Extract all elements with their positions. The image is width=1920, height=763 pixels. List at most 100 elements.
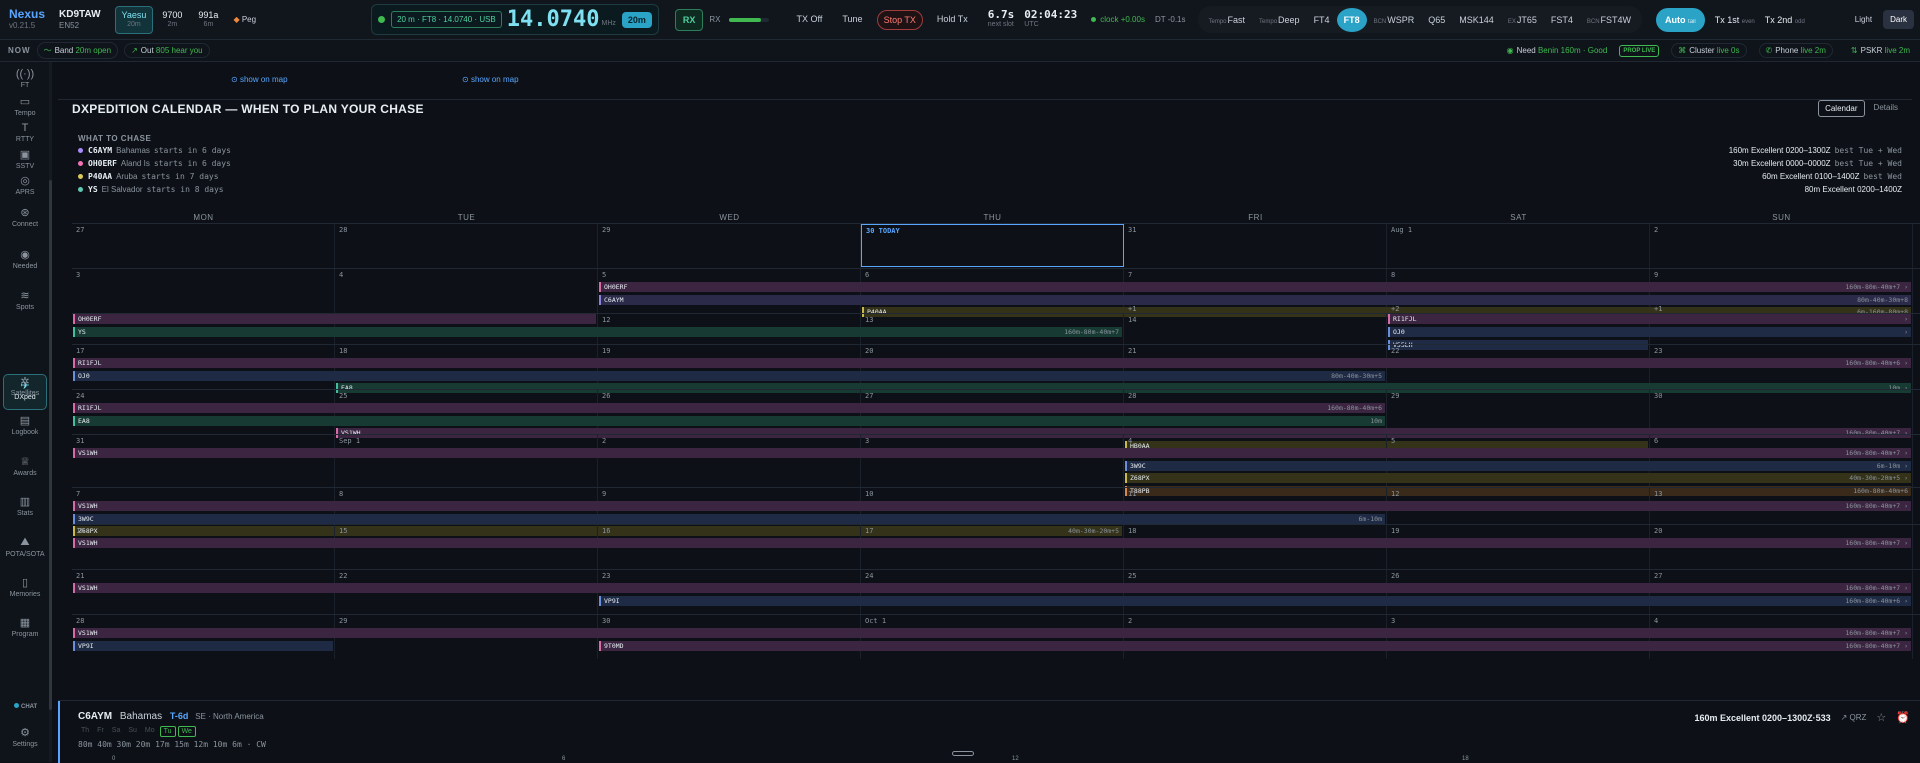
mode-jt65-button[interactable]: EXJT65 bbox=[1501, 11, 1544, 29]
mode-fast-button[interactable]: TempoFast bbox=[1202, 11, 1253, 29]
show-on-map-link[interactable]: ⊙ show on map bbox=[231, 75, 288, 84]
day-cell[interactable]: 6 bbox=[1650, 435, 1913, 487]
day-cell[interactable]: 28 bbox=[1124, 390, 1387, 434]
tx-2nd-button[interactable]: Tx 2nd odd bbox=[1765, 15, 1805, 25]
dxpedition-bar[interactable]: OJ0 › bbox=[1388, 327, 1911, 337]
calendar-view-button[interactable]: Calendar bbox=[1818, 100, 1865, 117]
sidebar-item-ft[interactable]: ((·)) FT bbox=[3, 68, 47, 89]
scrollbar[interactable] bbox=[49, 62, 52, 762]
mode-ft4-button[interactable]: FT4 bbox=[1307, 11, 1337, 29]
dxpedition-bar[interactable]: T88PB 160m-80m-40m+6 bbox=[1125, 485, 1911, 496]
band-status-chip[interactable]: 〜 Band 20m open bbox=[36, 42, 119, 59]
dxpedition-bar[interactable]: RI1FJL 160m-80m-40m+6 bbox=[73, 403, 1385, 413]
mode-pill[interactable]: 20 m · FT8 · 14.0740 · USB bbox=[391, 11, 502, 28]
dxpedition-bar[interactable]: 9T0MD 160m-80m-40m+7 › bbox=[599, 640, 1911, 651]
dxpedition-bar[interactable]: VS1WH 160m-80m-40m+7 › bbox=[73, 501, 1911, 511]
chase-target[interactable]: OH0ERF Aland Is starts in 6 days bbox=[78, 159, 231, 168]
sidebar-item-pota-sota[interactable]: ⛰ POTA/SOTA bbox=[3, 536, 47, 558]
day-cell[interactable]: 3 bbox=[72, 269, 335, 313]
tune-button[interactable]: Tune bbox=[842, 13, 863, 24]
band-button[interactable]: 20m bbox=[621, 11, 652, 28]
qrz-link[interactable]: ↗ QRZ bbox=[1840, 713, 1867, 722]
dxpedition-bar[interactable]: RI1FJL › bbox=[1388, 314, 1911, 324]
hold-tx-button[interactable]: Hold Tx bbox=[936, 13, 968, 24]
day-cell[interactable]: 23 bbox=[1650, 345, 1913, 389]
theme-light-button[interactable]: Light bbox=[1854, 15, 1873, 24]
theme-dark-button[interactable]: Dark bbox=[1883, 10, 1914, 29]
today-cell[interactable]: 30 TODAY bbox=[861, 224, 1124, 267]
day-cell[interactable]: 13 bbox=[1650, 488, 1913, 524]
dxpedition-bar[interactable]: C6AYM 80m-40m-30m+8 bbox=[599, 294, 1911, 305]
dxpedition-bar[interactable]: EA8 10m bbox=[73, 415, 1385, 426]
dxpedition-bar[interactable]: VS1WH 160m-80m-40m+7 › bbox=[73, 628, 1911, 638]
alarm-icon[interactable]: ⏰ bbox=[1896, 712, 1910, 724]
dxpedition-bar[interactable]: V55LH bbox=[1388, 340, 1648, 350]
dxpedition-bar[interactable]: VP9I bbox=[73, 640, 333, 651]
day-cell[interactable]: 9 bbox=[1650, 269, 1913, 313]
day-cell[interactable]: 3 bbox=[861, 435, 1124, 487]
more-events-link[interactable]: +1 bbox=[1128, 305, 1137, 313]
mode-fst4-button[interactable]: FST4 bbox=[1544, 11, 1580, 29]
auto-button[interactable]: Auto tail bbox=[1656, 7, 1705, 32]
dxpedition-bar[interactable]: YS 160m-80m-40m+7 bbox=[73, 327, 1122, 337]
mode-deep-button[interactable]: TempoDeep bbox=[1252, 11, 1307, 29]
dxpedition-bar[interactable]: OH0ERF bbox=[73, 314, 596, 324]
sidebar-item-rtty[interactable]: T RTTY bbox=[3, 122, 47, 143]
dxpedition-bar[interactable]: OH0ERF 160m-80m-40m+7 › bbox=[599, 282, 1911, 292]
more-events-link[interactable]: +2 bbox=[1391, 305, 1400, 313]
mode-wspr-button[interactable]: BCNWSPR bbox=[1367, 11, 1422, 29]
sidebar-item-sstv[interactable]: ▣ SSTV bbox=[3, 148, 47, 170]
peg-toggle[interactable]: ◆ Peg bbox=[233, 15, 256, 24]
sidebar-item-needed[interactable]: ◉ Needed bbox=[3, 248, 47, 270]
pskr-chip[interactable]: ⇅ PSKR live 2m bbox=[1845, 44, 1916, 57]
need-chip[interactable]: ◉ Need Benin 160m · Good bbox=[1501, 44, 1614, 57]
dxpedition-bar[interactable]: Z68PX 40m-30m-20m+5 › bbox=[1125, 473, 1911, 483]
day-cell[interactable]: 14 bbox=[1124, 314, 1387, 344]
tx-off-button[interactable]: TX Off bbox=[796, 13, 823, 24]
more-events-link[interactable]: +1 bbox=[1654, 305, 1663, 313]
day-cell[interactable]: 28 bbox=[335, 224, 598, 268]
star-icon[interactable]: ☆ bbox=[1876, 712, 1887, 724]
dxpedition-bar[interactable]: P40AA 6m-160m-80m+8 bbox=[862, 307, 1911, 317]
day-cell[interactable]: 4 bbox=[335, 269, 598, 313]
day-cell[interactable]: 13 bbox=[861, 314, 1124, 344]
chase-target[interactable]: C6AYM Bahamas starts in 6 days bbox=[78, 146, 231, 155]
day-cell[interactable]: 2 bbox=[1650, 224, 1913, 268]
sidebar-item-stats[interactable]: ▥ Stats bbox=[3, 495, 47, 517]
mode-msk144-button[interactable]: MSK144 bbox=[1452, 11, 1501, 29]
out-status-chip[interactable]: ↗ Out 805 hear you bbox=[124, 43, 210, 58]
sidebar-item-settings[interactable]: ⚙ Settings bbox=[3, 726, 47, 748]
sidebar-item-aprs[interactable]: ◎ APRS bbox=[3, 174, 47, 196]
rig-slot-991a[interactable]: 991a 6m bbox=[191, 6, 225, 34]
detail-callsign[interactable]: C6AYM bbox=[78, 711, 113, 722]
dxpedition-bar[interactable]: VS1WH 160m-80m-40m+7 › bbox=[336, 428, 1911, 438]
mode-ft8-button[interactable]: FT8 bbox=[1336, 7, 1367, 32]
sidebar-item-spots[interactable]: ≋ Spots bbox=[3, 289, 47, 311]
scrollbar-thumb[interactable] bbox=[49, 180, 52, 710]
frequency-value[interactable]: 14.0740 bbox=[506, 7, 600, 32]
day-cell[interactable]: 30 bbox=[1650, 390, 1913, 434]
sidebar-item-logbook[interactable]: ▤ Logbook bbox=[3, 414, 47, 436]
mode-fst4w-button[interactable]: BCNFST4W bbox=[1580, 11, 1638, 29]
sidebar-item-memories[interactable]: ▯ Memories bbox=[3, 576, 47, 598]
dxpedition-bar[interactable]: 3W9C 6m-10m › bbox=[1125, 460, 1911, 471]
day-cell[interactable]: 31 bbox=[1124, 224, 1387, 268]
mode-q65-button[interactable]: Q65 bbox=[1421, 11, 1452, 29]
day-cell[interactable]: 29 bbox=[598, 224, 861, 268]
dxpedition-bar[interactable]: VP9I 160m-80m-40m+6 › bbox=[599, 595, 1911, 606]
phone-chip[interactable]: ✆ Phone live 2m bbox=[1758, 43, 1833, 58]
day-cell[interactable]: 4 bbox=[1650, 615, 1913, 659]
dxpedition-bar[interactable]: EA8 10m › bbox=[336, 383, 1911, 393]
details-view-button[interactable]: Details bbox=[1873, 103, 1898, 112]
day-cell[interactable]: Sep 1 bbox=[335, 435, 598, 487]
tx-1st-button[interactable]: Tx 1st even bbox=[1715, 15, 1755, 25]
sidebar-item-satellites[interactable]: ✲ Satellites bbox=[3, 375, 47, 397]
dxpedition-bar[interactable]: RI1FJL 160m-80m-40m+6 › bbox=[73, 358, 1911, 368]
chat-toggle[interactable]: CHAT bbox=[14, 703, 37, 710]
day-cell[interactable]: 27 bbox=[72, 224, 335, 268]
dxpedition-bar[interactable]: VS1WH 160m-80m-40m+7 › bbox=[73, 448, 1911, 458]
sidebar-item-dxped[interactable]: ✈ DXped bbox=[3, 374, 47, 410]
chase-target[interactable]: YS El Salvador starts in 8 days bbox=[78, 185, 224, 194]
sidebar-item-connect[interactable]: ⊛ Connect bbox=[3, 206, 47, 228]
day-cell[interactable]: 20 bbox=[1650, 525, 1913, 569]
